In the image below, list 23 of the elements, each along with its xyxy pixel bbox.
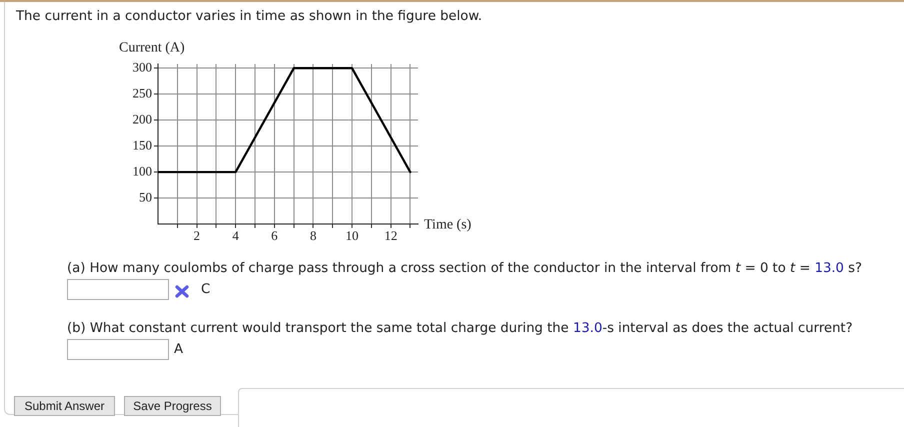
x-axis-title: Time (s) xyxy=(424,218,472,233)
y-tick-label: 50 xyxy=(139,189,152,204)
y-tick-label: 150 xyxy=(132,138,152,152)
y-tick-label: 100 xyxy=(132,163,152,178)
text: A xyxy=(174,342,184,358)
text-field[interactable] xyxy=(67,279,169,300)
button[interactable]: Submit Answer xyxy=(14,396,115,416)
x-tick-label: 6 xyxy=(271,228,278,244)
y-axis-title: Current (A) xyxy=(119,40,186,56)
text-field[interactable] xyxy=(67,339,169,360)
chart-title: The current in a conductor varies in time as shown in the figure below. xyxy=(16,9,482,25)
x-tick-label: 2 xyxy=(194,228,200,244)
x-tick-label: 12 xyxy=(384,228,398,244)
button[interactable]: Save Progress xyxy=(124,396,221,416)
x-tick-label: 4 xyxy=(232,228,240,244)
y-tick-label: 250 xyxy=(132,86,152,101)
x-tick-label: 10 xyxy=(346,228,359,244)
text: (a) How many coulombs of charge pass through a cross section of the conductor in the interval from t = 0 to t = 13.0 s? xyxy=(67,261,862,277)
text: C xyxy=(201,282,210,298)
x-tick-label: 8 xyxy=(310,228,316,244)
y-tick-label: 200 xyxy=(132,112,152,127)
text: (b) What constant current would transport the same total charge during the 13.0-s interval as does the actual current? xyxy=(67,321,853,337)
y-tick-label: 300 xyxy=(132,60,152,75)
